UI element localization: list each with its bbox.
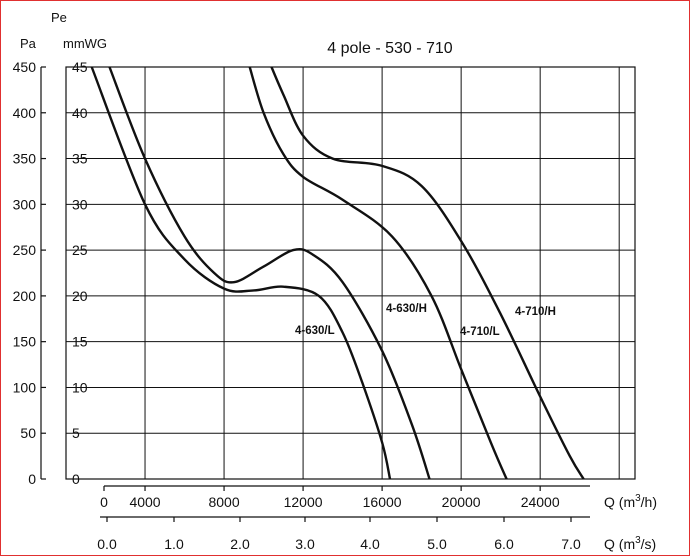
curve-4-710-l bbox=[248, 66, 508, 480]
x1-tick-label: 24000 bbox=[521, 494, 560, 510]
pa-tick-label: 250 bbox=[13, 242, 37, 258]
mmwg-tick-label: 25 bbox=[72, 242, 88, 258]
curve-label: 4-630/H bbox=[386, 303, 427, 315]
mmwg-tick-label: 45 bbox=[72, 59, 88, 75]
pa-tick-label: 350 bbox=[13, 151, 37, 167]
curve-4-630-h bbox=[108, 66, 431, 480]
x1-tick-label: 0 bbox=[100, 494, 108, 510]
x2-tick-label: 2.0 bbox=[230, 536, 250, 552]
curve-label: 4-710/H bbox=[515, 306, 556, 318]
pa-tick-label: 50 bbox=[20, 425, 36, 441]
x1-tick-label: 16000 bbox=[363, 494, 402, 510]
pa-tick-label: 0 bbox=[28, 471, 36, 487]
plot-border bbox=[65, 66, 636, 480]
mmwg-tick-label: 40 bbox=[72, 105, 88, 121]
pa-tick-label: 100 bbox=[13, 379, 37, 395]
labels: 4-630/L 4-630/H 4-710/L 4-710/H bbox=[295, 303, 556, 338]
curve-label: 4-630/L bbox=[295, 325, 335, 337]
x2-tick-label: 5.0 bbox=[427, 536, 447, 552]
x2-axis-label: Q (m3/s) bbox=[604, 535, 656, 552]
curve-4-710-h bbox=[270, 66, 585, 480]
x2-tick-label: 3.0 bbox=[295, 536, 315, 552]
x1-tick-label: 4000 bbox=[129, 494, 160, 510]
curves bbox=[90, 66, 585, 480]
curve-4-630-l bbox=[90, 66, 392, 480]
mmwg-tick-label: 30 bbox=[72, 196, 88, 212]
x2-tick-label: 6.0 bbox=[494, 536, 514, 552]
x1-axis-label: Q (m3/h) bbox=[604, 493, 657, 510]
x2-tick-label: 0.0 bbox=[97, 536, 117, 552]
x1-tick-label: 20000 bbox=[442, 494, 481, 510]
mmwg-tick-label: 0 bbox=[72, 471, 80, 487]
pa-tick-label: 200 bbox=[13, 288, 37, 304]
curve-label: 4-710/L bbox=[460, 326, 500, 338]
axes: 0501001502002503003504004500510152025303… bbox=[13, 59, 636, 552]
x2-tick-label: 7.0 bbox=[561, 536, 581, 552]
chart-title: 4 pole - 530 - 710 bbox=[327, 40, 453, 57]
x2-tick-label: 1.0 bbox=[164, 536, 184, 552]
x2-tick-label: 4.0 bbox=[360, 536, 380, 552]
x1-tick-label: 8000 bbox=[208, 494, 239, 510]
pa-axis-label: Pa bbox=[20, 36, 37, 51]
pa-tick-label: 300 bbox=[13, 196, 37, 212]
mmwg-axis-label: mmWG bbox=[63, 36, 107, 51]
mmwg-tick-label: 35 bbox=[72, 151, 88, 167]
mmwg-tick-label: 15 bbox=[72, 334, 88, 350]
mmwg-tick-label: 20 bbox=[72, 288, 88, 304]
mmwg-tick-label: 10 bbox=[72, 379, 88, 395]
pa-tick-label: 450 bbox=[13, 59, 37, 75]
mmwg-tick-label: 5 bbox=[72, 425, 80, 441]
pe-axis-label: Pe bbox=[51, 10, 67, 25]
pa-tick-label: 400 bbox=[13, 105, 37, 121]
pa-tick-label: 150 bbox=[13, 334, 37, 350]
x1-tick-label: 12000 bbox=[284, 494, 323, 510]
